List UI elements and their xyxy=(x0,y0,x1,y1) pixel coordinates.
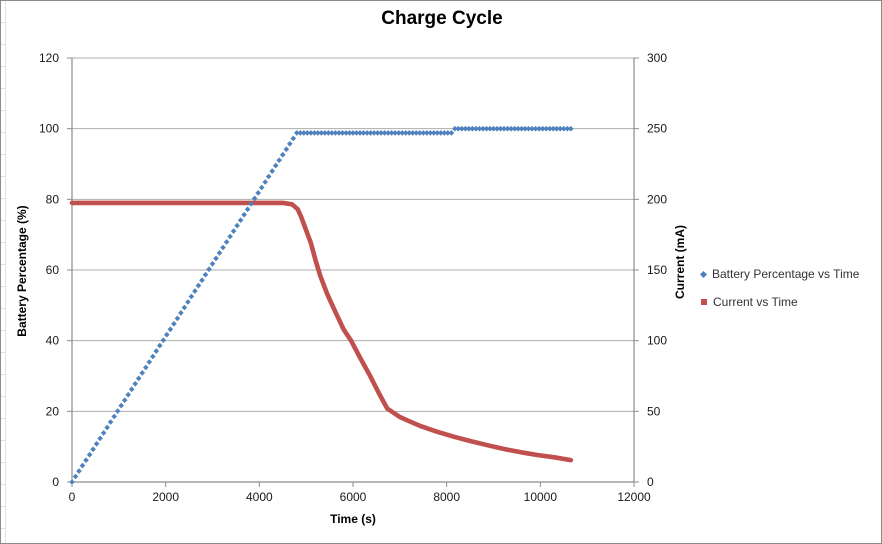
y-right-tick-label: 50 xyxy=(647,404,661,418)
x-axis-title: Time (s) xyxy=(330,512,376,526)
x-tick-label: 12000 xyxy=(617,490,651,504)
x-tick-label: 10000 xyxy=(524,490,558,504)
x-tick-label: 6000 xyxy=(340,490,367,504)
legend-label: Current vs Time xyxy=(713,295,798,309)
y-axis-title-right: Current (mA) xyxy=(673,225,687,299)
y-right-tick-label: 150 xyxy=(647,263,667,277)
y-left-tick-label: 40 xyxy=(46,334,60,348)
y-right-tick-label: 200 xyxy=(647,192,667,206)
legend-item-current[interactable]: Current vs Time xyxy=(701,295,859,309)
x-tick-label: 8000 xyxy=(433,490,460,504)
y-axis-title-left: Battery Percentage (%) xyxy=(15,205,29,337)
series-battery-percentage-vs-time[interactable] xyxy=(69,125,574,485)
y-right-tick-label: 300 xyxy=(647,51,667,65)
diamond-marker-icon xyxy=(699,270,708,278)
y-left-tick-label: 100 xyxy=(39,122,59,136)
x-tick-label: 2000 xyxy=(152,490,179,504)
y-left-tick-label: 0 xyxy=(52,475,59,489)
legend-item-battery-percentage[interactable]: Battery Percentage vs Time xyxy=(699,267,860,281)
y-right-tick-label: 0 xyxy=(647,475,654,489)
x-tick-label: 4000 xyxy=(246,490,273,504)
y-right-tick-label: 100 xyxy=(647,334,667,348)
chart-title: Charge Cycle xyxy=(381,8,503,29)
y-right-tick-label: 250 xyxy=(647,122,667,136)
y-left-tick-label: 120 xyxy=(39,51,59,65)
legend: Battery Percentage vs Time Current vs Ti… xyxy=(699,267,860,323)
legend-label: Battery Percentage vs Time xyxy=(712,267,860,281)
y-left-tick-label: 60 xyxy=(46,263,60,277)
y-left-tick-label: 20 xyxy=(46,404,60,418)
y-left-tick-label: 80 xyxy=(46,192,60,206)
square-marker-icon xyxy=(701,299,707,305)
series-current-vs-time[interactable] xyxy=(69,200,574,463)
x-tick-label: 0 xyxy=(69,490,76,504)
